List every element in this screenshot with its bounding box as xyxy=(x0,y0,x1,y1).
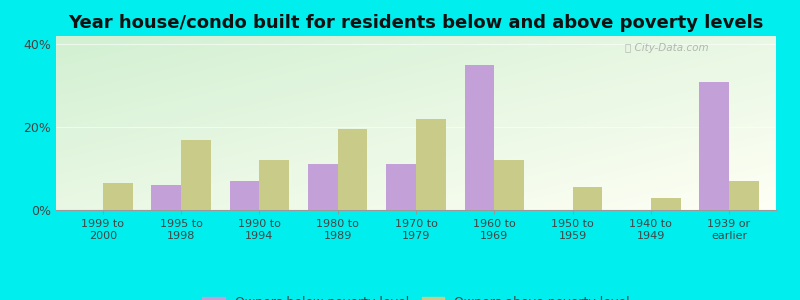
Bar xyxy=(338,129,367,210)
Bar xyxy=(308,164,338,210)
Bar xyxy=(416,119,446,210)
Bar xyxy=(650,198,681,210)
Title: Year house/condo built for residents below and above poverty levels: Year house/condo built for residents bel… xyxy=(68,14,764,32)
Bar xyxy=(573,187,602,210)
Bar xyxy=(494,160,524,210)
Legend: Owners below poverty level, Owners above poverty level: Owners below poverty level, Owners above… xyxy=(198,291,634,300)
Bar xyxy=(151,185,182,210)
Bar xyxy=(465,65,494,210)
Bar xyxy=(729,181,758,210)
Bar xyxy=(230,181,259,210)
Bar xyxy=(182,140,211,210)
Bar xyxy=(103,183,133,210)
Bar xyxy=(259,160,290,210)
Bar xyxy=(386,164,416,210)
Bar xyxy=(699,82,729,210)
Text: Ⓢ City-Data.com: Ⓢ City-Data.com xyxy=(625,43,709,53)
